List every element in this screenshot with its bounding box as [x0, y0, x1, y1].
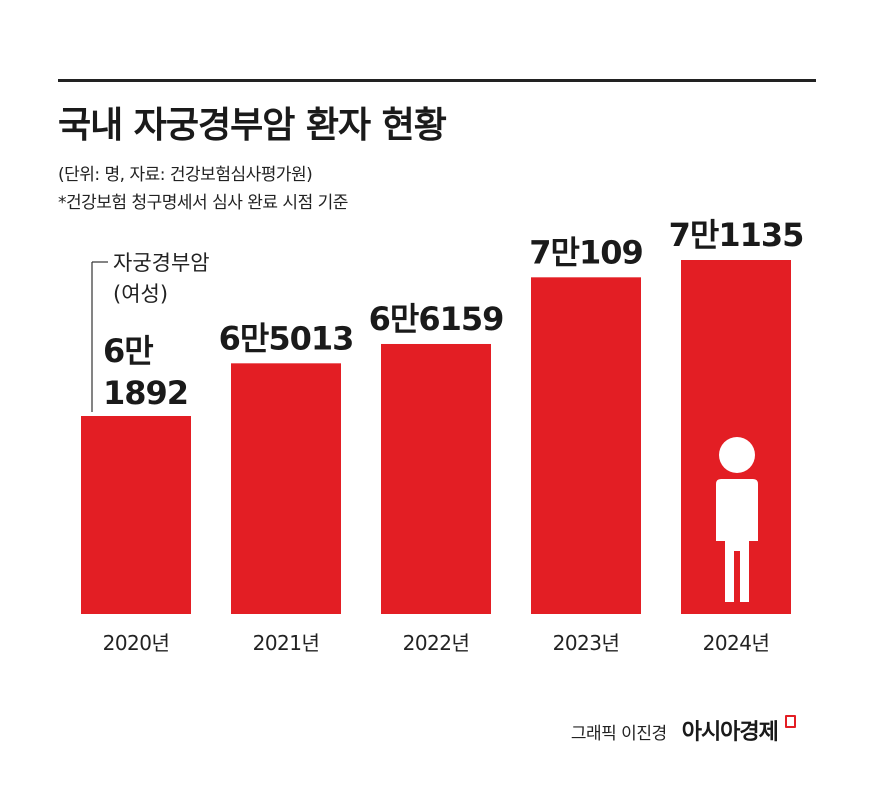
credit: 그래픽 이진경 아시아경제	[571, 714, 796, 746]
bar-2023년	[531, 277, 641, 614]
value-label: 6만6159	[369, 300, 504, 338]
series-callout: 자궁경부암 (여성)	[91, 251, 210, 412]
bar-2020년	[81, 416, 191, 614]
bars-group	[81, 260, 791, 614]
callout-label: 자궁경부암	[113, 251, 210, 275]
x-tick-label: 2021년	[253, 631, 320, 655]
person-icon	[716, 437, 758, 602]
value-label: 6만 1892	[103, 332, 188, 412]
basis-note: *건강보험 청구명세서 심사 완료 시점 기준	[58, 193, 348, 213]
x-tick-label: 2023년	[553, 631, 620, 655]
value-label: 6만5013	[219, 319, 354, 357]
unit-source-note: (단위: 명, 자료: 건강보험심사평가원)	[58, 165, 313, 185]
callout-sublabel: (여성)	[113, 282, 168, 306]
value-labels-group: 6만 1892 6만5013 6만6159 7만109 7만1135	[103, 216, 804, 412]
x-tick-label: 2024년	[703, 631, 770, 655]
value-label: 7만1135	[669, 216, 804, 254]
value-label: 7만109	[529, 233, 643, 271]
x-tick-label: 2022년	[403, 631, 470, 655]
top-rule	[58, 79, 816, 82]
bar-2024년	[681, 260, 791, 614]
x-axis-labels-group: 2020년 2021년 2022년 2023년 2024년	[103, 631, 770, 655]
chart-title: 국내 자궁경부암 환자 현황	[58, 105, 447, 146]
brand-mark-icon	[785, 715, 796, 728]
credit-author: 그래픽 이진경	[570, 724, 667, 744]
bar-2021년	[231, 363, 341, 614]
x-tick-label: 2020년	[103, 631, 170, 655]
bar-2022년	[381, 343, 491, 614]
credit-brand: 아시아경제	[681, 720, 779, 745]
